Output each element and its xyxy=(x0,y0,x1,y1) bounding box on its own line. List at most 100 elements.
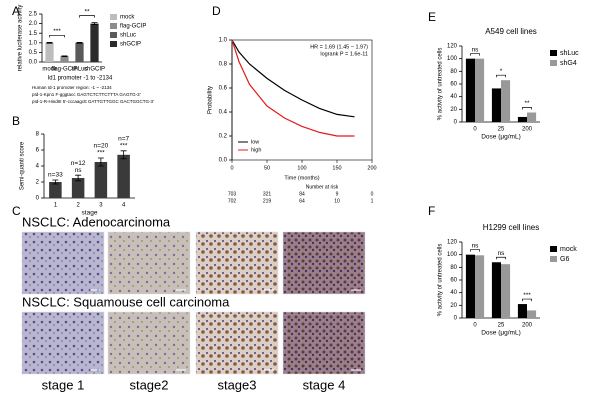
bar-annotation: *** xyxy=(97,150,105,157)
x-tick-label: 50 xyxy=(264,165,270,171)
micrograph xyxy=(195,311,279,375)
bar xyxy=(465,58,475,122)
bar xyxy=(60,56,69,62)
y-tick-label: 80 xyxy=(450,265,457,271)
x-tick-label: 150 xyxy=(332,165,341,171)
legend-label: shG4 xyxy=(560,60,577,67)
x-tick-label: 1 xyxy=(54,203,58,209)
bar-annotation: n=20 xyxy=(94,143,109,150)
bar xyxy=(501,80,511,122)
bar xyxy=(527,310,537,318)
significance-label: *** xyxy=(53,28,61,35)
bar xyxy=(45,42,54,62)
x-tick-label: 2 xyxy=(76,203,80,209)
x-tick-label: 0 xyxy=(473,127,477,133)
x-tick-label: 3 xyxy=(99,203,103,209)
risk-value: 219 xyxy=(263,198,272,204)
y-tick-label: 0 xyxy=(454,316,458,322)
legend-swatch xyxy=(550,256,557,262)
error-bar xyxy=(61,55,68,58)
x-axis-label: Time (months) xyxy=(284,175,319,181)
x-axis-label: Dose (μg/mL) xyxy=(481,330,521,337)
bar xyxy=(475,58,485,122)
legend-label: shLuc xyxy=(560,50,579,57)
y-axis-label: Semi-quanti score xyxy=(20,141,26,190)
x-tick-label: shLuc xyxy=(71,67,87,73)
y-tick-label: 1.5 xyxy=(29,31,38,37)
bar xyxy=(94,162,108,198)
x-tick-label: 25 xyxy=(498,127,505,133)
bar xyxy=(475,255,485,318)
chart-title: H1299 cell lines xyxy=(483,223,539,232)
micrograph xyxy=(21,231,105,295)
legend-swatch xyxy=(550,60,557,66)
y-tick-label: 2 xyxy=(36,180,40,186)
y-tick-label: 1.0 xyxy=(29,40,38,46)
significance-bracket xyxy=(496,256,506,260)
micrograph xyxy=(21,311,105,375)
significance-label: ** xyxy=(524,100,530,107)
y-tick-label: 8 xyxy=(36,132,40,138)
bar xyxy=(90,23,99,63)
panel-letter: C xyxy=(12,204,21,218)
stage-label: stage3 xyxy=(217,377,256,392)
x-tick-label: 200 xyxy=(367,165,376,171)
legend-swatch xyxy=(550,50,557,56)
bar xyxy=(527,112,537,122)
bar xyxy=(465,254,475,318)
legend-label: low xyxy=(251,139,259,145)
significance-label: ns xyxy=(498,250,506,257)
chart-title: A549 cell lines xyxy=(485,27,537,36)
y-tick-label: 2.5 xyxy=(29,12,38,18)
risk-value: 84 xyxy=(299,191,305,197)
significance-label: ns xyxy=(472,46,480,53)
legend-label: mock xyxy=(560,246,577,253)
error-bar xyxy=(75,174,82,182)
significance-bracket xyxy=(522,298,532,302)
x-tick-label: 200 xyxy=(522,127,533,133)
y-axis-label: % activity of untreated cells xyxy=(438,244,444,317)
significance-bracket xyxy=(496,74,506,78)
risk-value: 64 xyxy=(299,198,305,204)
bar-annotation: n=12 xyxy=(71,160,86,167)
risk-value: 0 xyxy=(371,191,374,197)
x-tick-label: 0 xyxy=(473,323,477,329)
risk-table-title: Number at risk xyxy=(306,184,339,190)
bar xyxy=(517,304,527,318)
y-tick-label: 0.0 xyxy=(29,60,38,66)
significance-label: ns xyxy=(472,242,480,249)
micrograph xyxy=(282,311,366,375)
x-tick-label: mock xyxy=(42,67,57,73)
caption: Id1 promoter -1 to -2134 xyxy=(48,76,113,82)
micrograph xyxy=(107,311,191,375)
y-tick-label: 120 xyxy=(447,240,458,246)
y-axis-label: % activity of untreated cells xyxy=(438,48,444,121)
significance-label: ** xyxy=(84,8,90,15)
note: Human Id-1 promoter region: -1 ~ -2134 xyxy=(32,85,112,90)
bar-annotation: ns xyxy=(75,167,83,174)
legend-label: high xyxy=(251,147,261,153)
bar xyxy=(517,116,527,122)
micrograph xyxy=(107,231,191,295)
stage-label: stage2 xyxy=(129,377,168,392)
significance-label: * xyxy=(500,68,503,75)
y-tick-label: 0.5 xyxy=(29,50,38,56)
bar xyxy=(117,154,130,198)
y-tick-label: 100 xyxy=(447,252,458,258)
panel-letter: A xyxy=(12,4,20,18)
significance-bracket xyxy=(470,53,480,56)
panel-letter: D xyxy=(212,4,221,18)
risk-value: 702 xyxy=(228,198,237,204)
legend-swatch xyxy=(110,23,117,29)
y-tick-label: 0.4 xyxy=(219,110,228,116)
bar xyxy=(491,262,501,318)
y-tick-label: 4 xyxy=(36,164,40,170)
y-tick-label: 60 xyxy=(450,82,457,88)
note: pId-1-Kpn1 F-gggtacc GAGTCTCTTCTTTA GAGT… xyxy=(32,92,141,97)
risk-value: 9 xyxy=(336,191,339,197)
x-tick-label: 25 xyxy=(498,323,505,329)
note: pId-1-R-HindIII 5'-cccaagctt GATTGTTGGC … xyxy=(32,99,154,104)
y-tick-label: 120 xyxy=(447,44,458,50)
x-tick-label: shGCIP xyxy=(84,67,105,73)
